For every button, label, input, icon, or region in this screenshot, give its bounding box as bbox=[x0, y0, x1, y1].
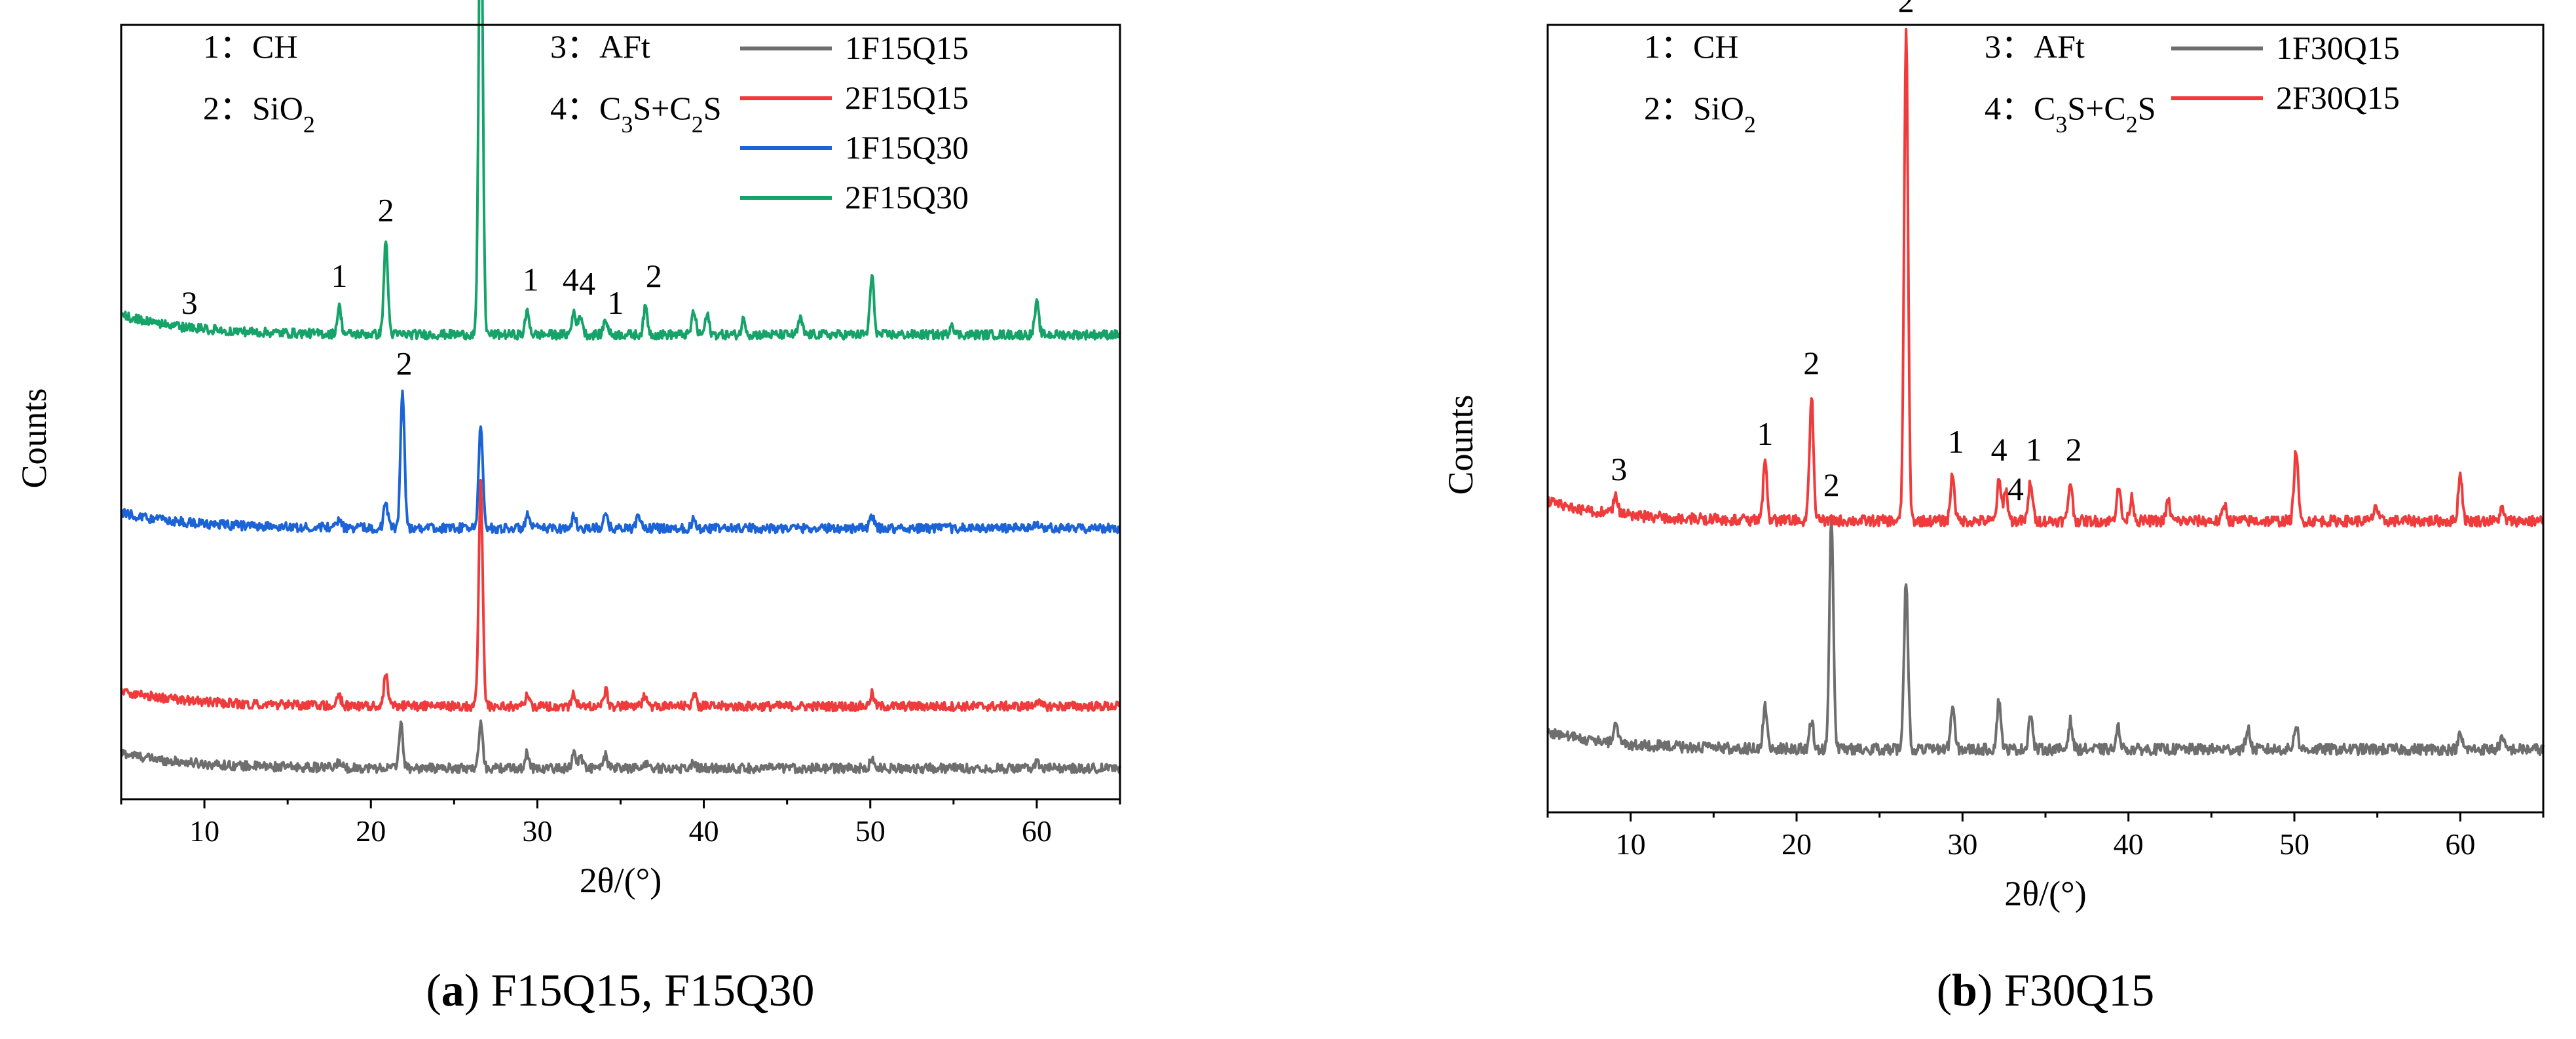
plot-frame bbox=[120, 24, 1121, 801]
x-tick-label: 50 bbox=[2279, 827, 2309, 861]
peak-label: 1 bbox=[2026, 431, 2042, 468]
phase-note: 3：AFt bbox=[1985, 28, 2085, 65]
peak-label: 3 bbox=[1611, 451, 1627, 487]
series-line-1F30Q15 bbox=[1547, 517, 2545, 757]
legend-entry: 1F15Q15 bbox=[845, 29, 969, 66]
legend-entry: 1F30Q15 bbox=[2276, 29, 2400, 66]
phase-note: 1：CH bbox=[1644, 28, 1738, 65]
phase-note: 3：AFt bbox=[550, 28, 650, 65]
peak-label: 2 bbox=[2066, 431, 2082, 468]
panel-a-chart: 31221441221020304050602θ/(°)Counts1：CH2：… bbox=[14, 0, 1121, 1016]
legend-entry: 1F15Q30 bbox=[845, 129, 969, 166]
peak-label: 2 bbox=[1803, 345, 1820, 381]
peak-label: 2 bbox=[1898, 0, 1914, 19]
peak-label: 1 bbox=[1948, 423, 1964, 460]
peak-label: 1 bbox=[607, 284, 624, 321]
y-axis-label: Counts bbox=[14, 388, 54, 488]
x-tick-label: 20 bbox=[1782, 827, 1812, 861]
peak-label: 1 bbox=[331, 257, 347, 294]
x-tick-label: 10 bbox=[189, 814, 219, 848]
legend: 1F30Q15 2F30Q15 bbox=[2171, 29, 2400, 116]
x-tick-label: 50 bbox=[855, 814, 886, 848]
peak-label: 3 bbox=[181, 284, 198, 321]
series-line-2F30Q15 bbox=[1546, 28, 2545, 528]
peak-label: 4 bbox=[579, 265, 595, 302]
peak-label: 1 bbox=[523, 261, 539, 298]
series-line-2F15Q15 bbox=[120, 478, 1121, 713]
peak-label: 1 bbox=[1757, 415, 1773, 452]
x-axis-label: 2θ/(°) bbox=[580, 861, 662, 900]
peak-label: 4 bbox=[563, 261, 579, 298]
series-line-2F15Q30 bbox=[121, 0, 1121, 341]
phase-note: 4：C3S+C2S bbox=[550, 90, 722, 138]
legend-entry: 2F30Q15 bbox=[2276, 79, 2400, 116]
peak-label: 4 bbox=[1991, 431, 2007, 468]
series-line-1F15Q15 bbox=[120, 719, 1121, 774]
x-tick-label: 60 bbox=[2445, 827, 2475, 861]
x-tick-label: 40 bbox=[689, 814, 719, 848]
x-tick-label: 20 bbox=[356, 814, 386, 848]
x-tick-label: 30 bbox=[522, 814, 552, 848]
x-tick-label: 30 bbox=[1947, 827, 1977, 861]
x-tick-label: 40 bbox=[2114, 827, 2144, 861]
peak-label: 2 bbox=[646, 257, 662, 294]
peak-label: 2 bbox=[378, 191, 394, 228]
peak-label: 2 bbox=[396, 345, 413, 381]
phase-note: 2：SiO2 bbox=[203, 90, 315, 138]
x-axis-label: 2θ/(°) bbox=[2004, 874, 2086, 913]
phase-note: 2：SiO2 bbox=[1644, 90, 1756, 138]
legend-entry: 2F15Q30 bbox=[845, 179, 969, 216]
plot-frame bbox=[1546, 24, 2545, 814]
peak-label: 2 bbox=[1823, 466, 1840, 503]
legend: 1F15Q15 2F15Q15 1F15Q30 2F15Q30 bbox=[740, 29, 969, 216]
phase-note: 1：CH bbox=[203, 28, 297, 65]
panel-caption: (a) F15Q15, F15Q30 bbox=[426, 966, 814, 1016]
x-tick-label: 60 bbox=[1022, 814, 1052, 848]
legend-entry: 2F15Q15 bbox=[845, 79, 969, 116]
x-tick-label: 10 bbox=[1616, 827, 1646, 861]
panel-caption: (b) F30Q15 bbox=[1937, 966, 2155, 1016]
peak-label: 4 bbox=[2007, 470, 2024, 507]
y-axis-label: Counts bbox=[1441, 394, 1480, 495]
phase-note: 4：C3S+C2S bbox=[1985, 90, 2156, 138]
series-line-1F15Q30 bbox=[120, 389, 1121, 535]
